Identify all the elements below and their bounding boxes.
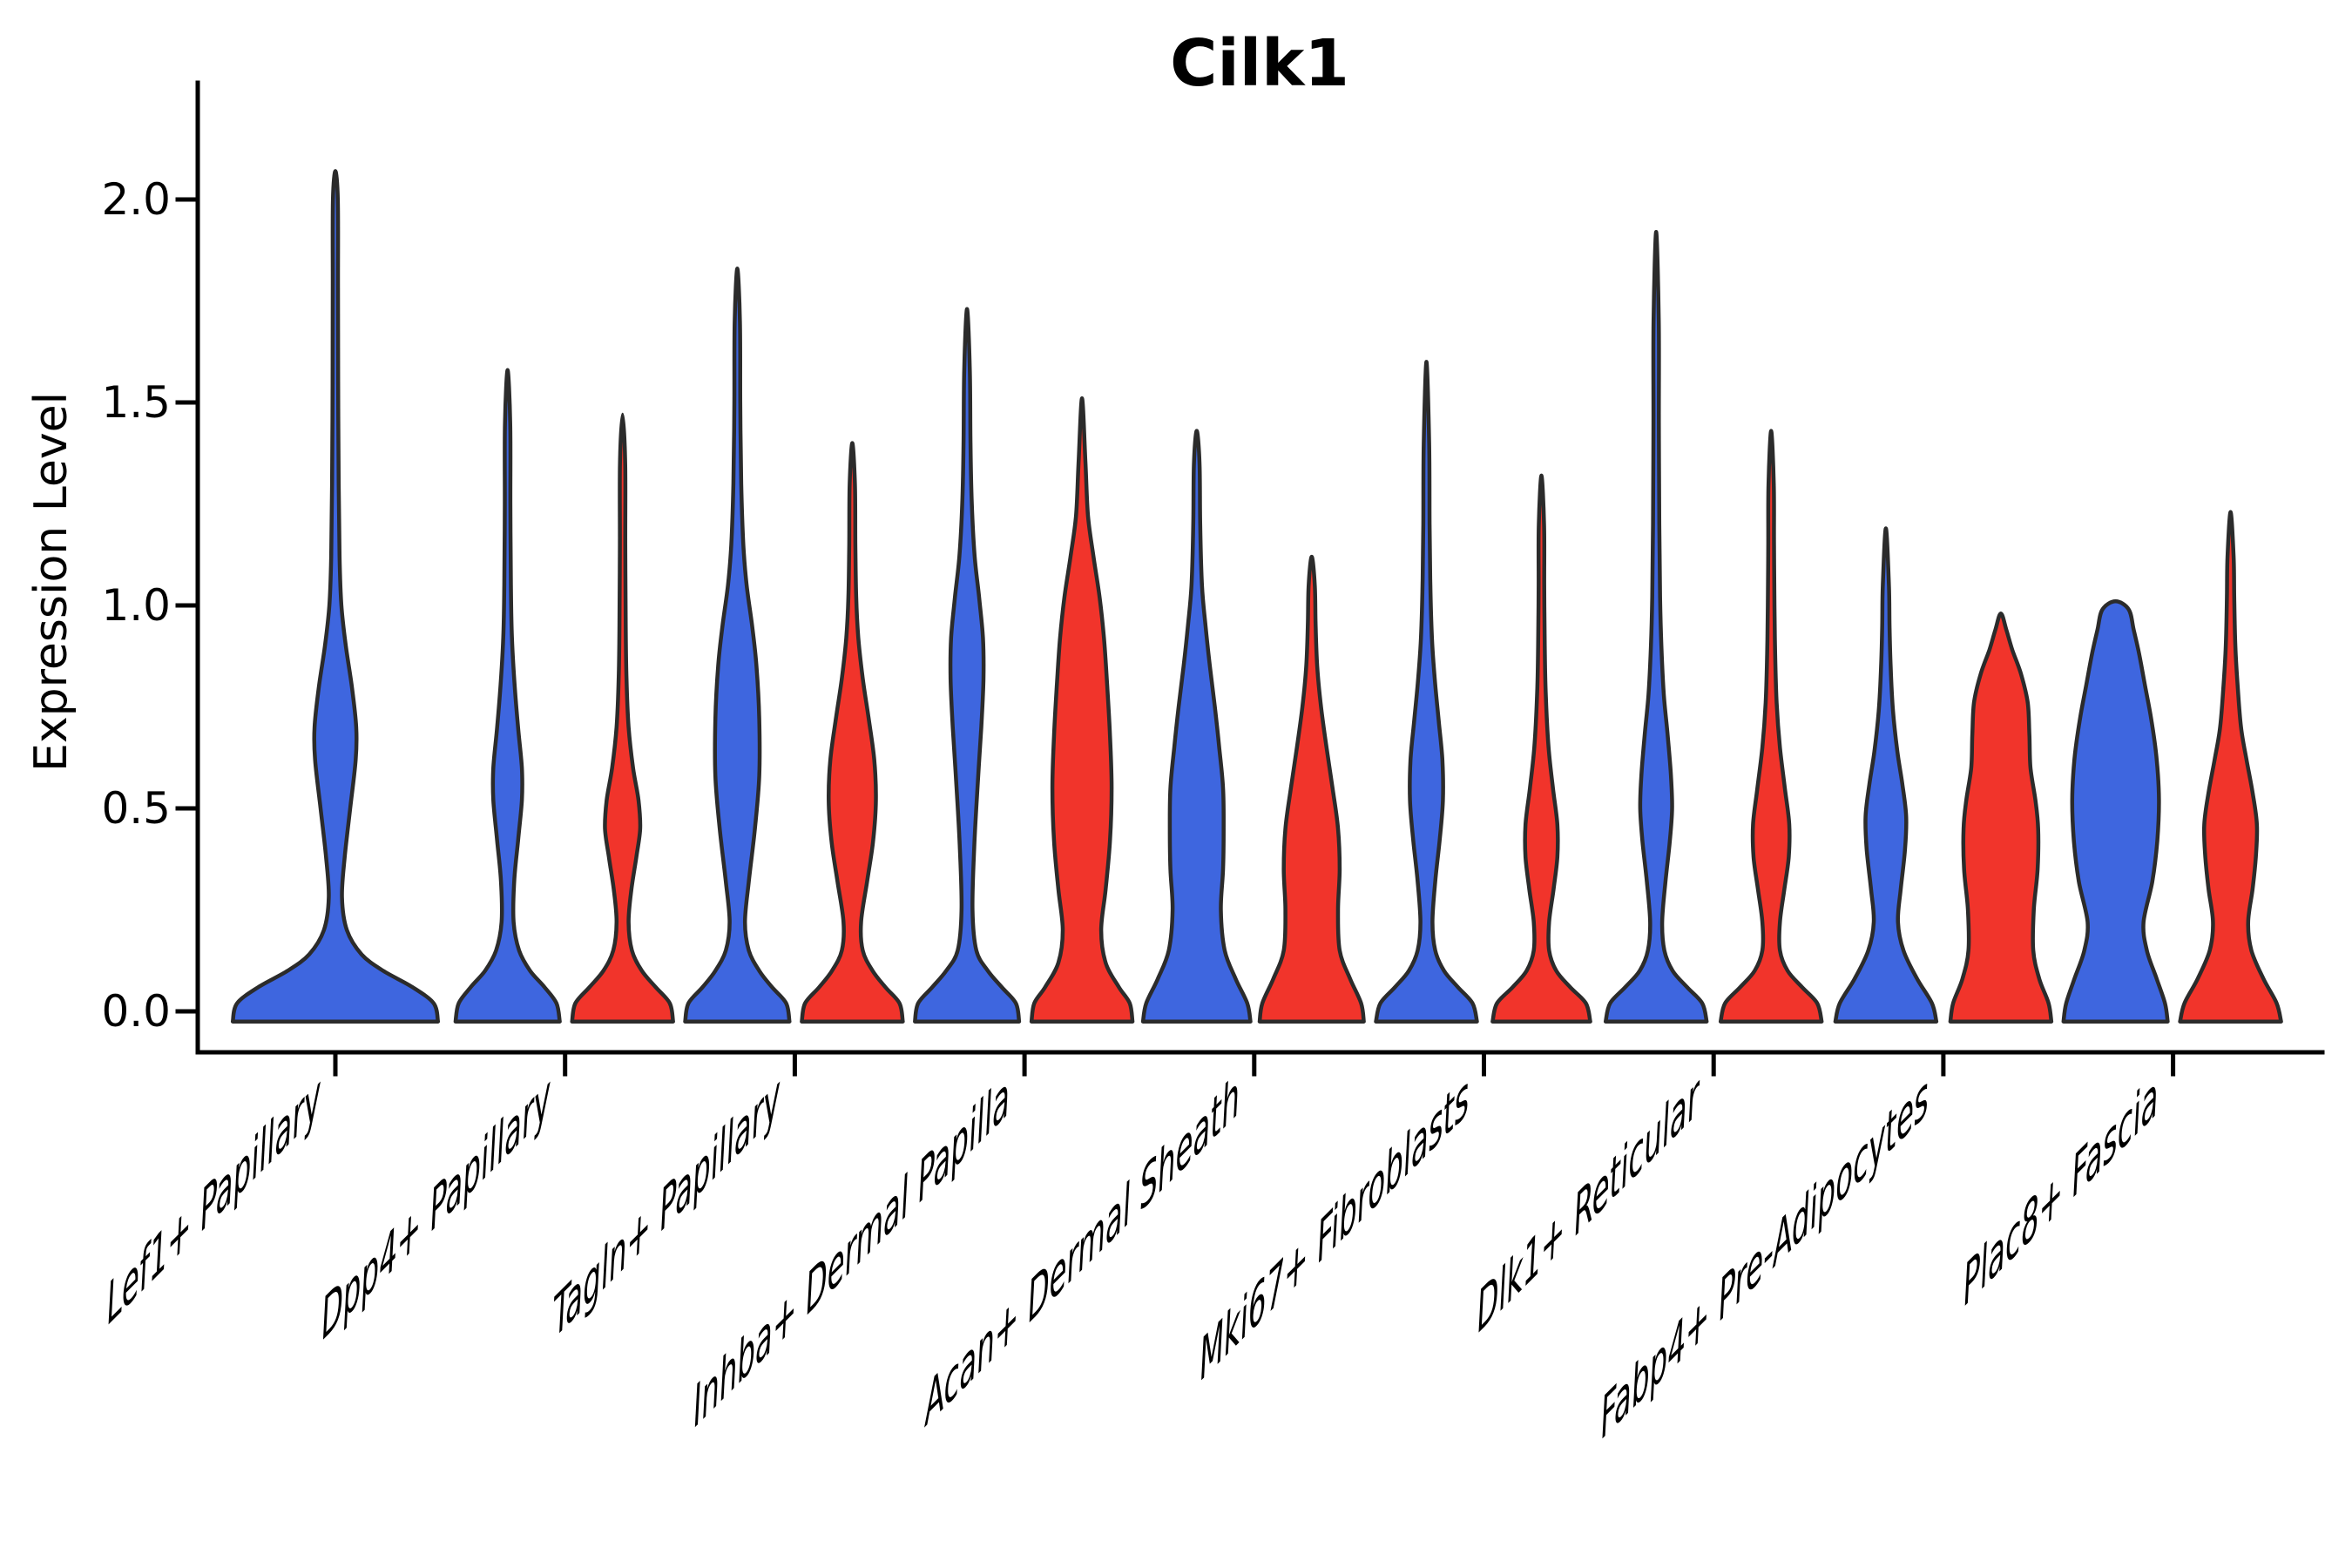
violin-tagln-papillary-blue — [683, 266, 792, 1024]
y-tick-label-2.0: 2.0 — [101, 174, 171, 225]
y-tick-label-0.5: 0.5 — [101, 783, 171, 834]
violin-lef1-papillary-blue — [230, 169, 441, 1024]
y-tick-label-1.5: 1.5 — [101, 377, 171, 428]
y-axis-label: Expression Level — [25, 392, 78, 772]
violin-dpp4-papillary-blue — [453, 368, 562, 1024]
y-tick-label-1.0: 1.0 — [101, 580, 171, 631]
violin-plac8-fascia-red — [2178, 510, 2283, 1024]
chart-title: Cilk1 — [1170, 26, 1349, 101]
violins-layer — [230, 169, 2283, 1024]
violin-plac8-fascia-blue — [2061, 599, 2170, 1024]
violin-dpp4-papillary-red — [570, 412, 675, 1024]
violin-mki67-fibroblasts-blue — [1374, 360, 1479, 1024]
violin-fabp4-pre-adipocytes-red — [1948, 612, 2054, 1024]
violin-fabp4-pre-adipocytes-blue — [1833, 526, 1939, 1024]
violin-acan-dermal-sheath-blue — [1140, 429, 1253, 1024]
violin-dlk1-reticular-red — [1718, 429, 1824, 1024]
violin-acan-dermal-sheath-red — [1257, 554, 1366, 1024]
violin-inhba-dermal-papilla-blue — [913, 307, 1022, 1024]
violin-tagln-papillary-red — [800, 441, 905, 1024]
y-tick-label-0.0: 0.0 — [101, 986, 171, 1037]
violin-mki67-fibroblasts-red — [1490, 473, 1592, 1024]
violin-dlk1-reticular-blue — [1603, 230, 1709, 1024]
violin-inhba-dermal-papilla-red — [1029, 396, 1135, 1024]
